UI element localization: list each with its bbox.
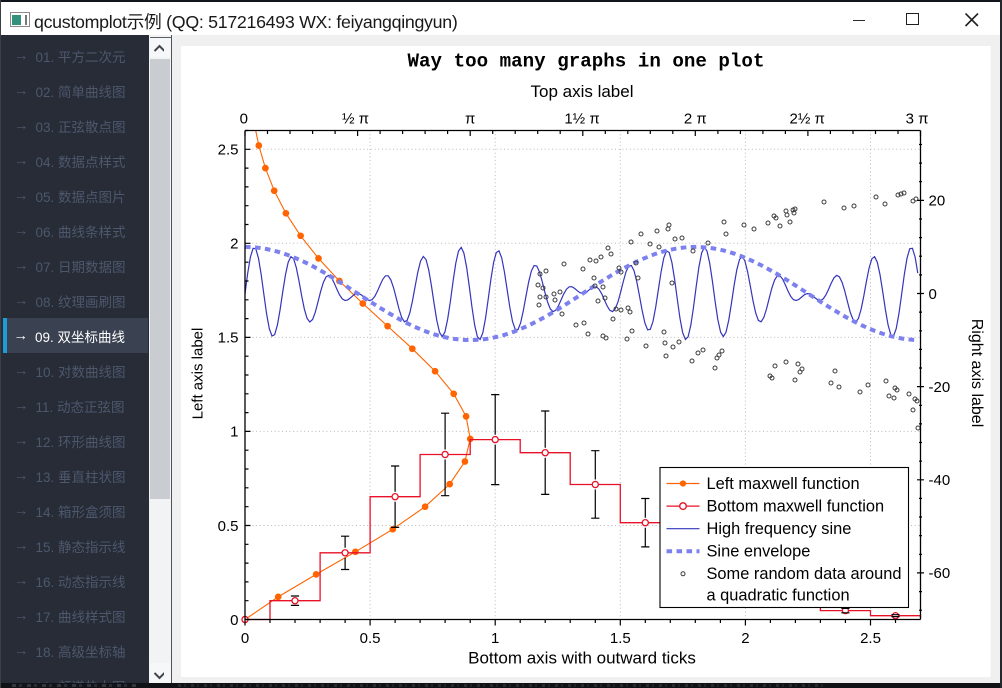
svg-text:2.5: 2.5	[860, 630, 881, 647]
svg-text:2 π: 2 π	[684, 111, 707, 128]
svg-text:Way too many graphs in one plo: Way too many graphs in one plot	[408, 50, 765, 72]
svg-text:π: π	[465, 111, 475, 128]
svg-text:0.5: 0.5	[218, 518, 239, 535]
svg-text:1.5: 1.5	[218, 330, 239, 347]
svg-text:1: 1	[491, 630, 499, 647]
svg-text:Right axis label: Right axis label	[968, 319, 985, 428]
svg-text:Bottom maxwell function: Bottom maxwell function	[707, 497, 885, 515]
svg-text:2: 2	[230, 236, 238, 253]
svg-text:0: 0	[230, 612, 238, 629]
svg-text:a quadratic function: a quadratic function	[707, 587, 850, 605]
svg-text:0: 0	[929, 286, 937, 303]
svg-text:Some random data around: Some random data around	[707, 565, 902, 583]
svg-text:1.5: 1.5	[610, 630, 631, 647]
svg-text:20: 20	[929, 193, 946, 210]
svg-text:0.5: 0.5	[360, 630, 381, 647]
svg-text:High frequency sine: High frequency sine	[707, 520, 852, 538]
svg-text:Sine envelope: Sine envelope	[707, 543, 811, 561]
svg-text:-20: -20	[929, 379, 951, 396]
svg-text:Top axis label: Top axis label	[530, 82, 633, 101]
svg-text:-60: -60	[929, 565, 951, 582]
svg-text:1: 1	[230, 424, 238, 441]
svg-text:½ π: ½ π	[342, 111, 369, 128]
svg-text:2½ π: 2½ π	[790, 111, 825, 128]
svg-text:Left maxwell function: Left maxwell function	[707, 475, 860, 493]
svg-text:1½ π: 1½ π	[564, 111, 599, 128]
svg-text:-40: -40	[929, 472, 951, 489]
svg-text:2.5: 2.5	[218, 142, 239, 159]
svg-text:3 π: 3 π	[906, 111, 929, 128]
svg-text:Bottom axis with outward ticks: Bottom axis with outward ticks	[468, 649, 696, 668]
svg-text:0: 0	[240, 111, 248, 128]
svg-text:Left axis label: Left axis label	[190, 328, 207, 420]
svg-text:2: 2	[741, 630, 749, 647]
svg-text:0: 0	[241, 630, 249, 647]
